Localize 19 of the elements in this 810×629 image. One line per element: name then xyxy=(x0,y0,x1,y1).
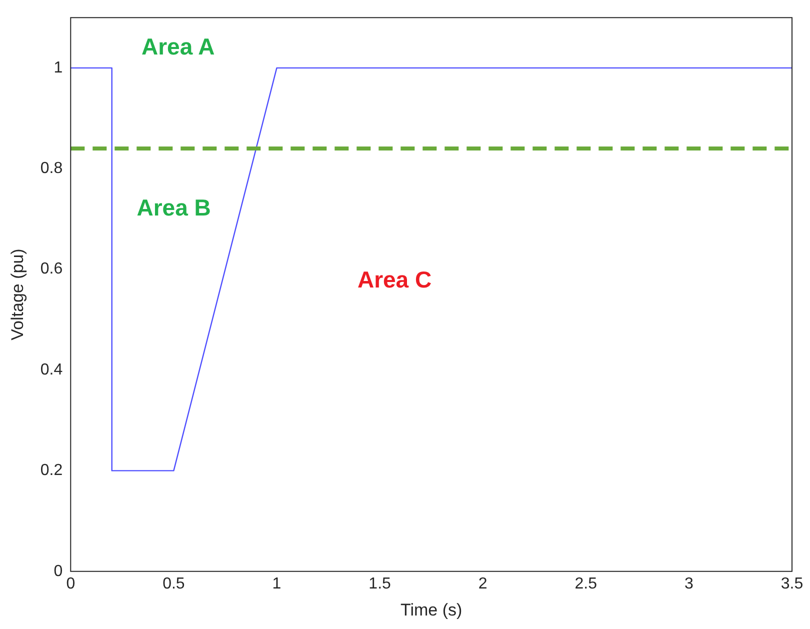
annotation: Area A xyxy=(141,33,215,60)
x-tick-label: 3.5 xyxy=(780,575,804,592)
y-tick-label: 0.6 xyxy=(40,260,63,278)
annotation: Area C xyxy=(357,266,432,293)
x-tick-label: 1 xyxy=(272,575,282,592)
y-tick-label: 0.8 xyxy=(40,160,63,178)
y-tick-label: 0.2 xyxy=(40,462,63,480)
x-tick-label: 1.5 xyxy=(368,575,392,592)
x-tick-label: 2 xyxy=(478,575,488,592)
y-axis-title: Voltage (pu) xyxy=(8,248,27,340)
y-tick-label: 0.4 xyxy=(40,361,63,378)
annotation: Area B xyxy=(136,194,211,221)
x-tick-label: 0 xyxy=(66,575,76,592)
x-tick-label: 0.5 xyxy=(162,575,185,592)
y-tick-label: 0 xyxy=(54,562,63,580)
x-tick-label: 3 xyxy=(684,575,694,592)
x-tick-label: 2.5 xyxy=(574,575,598,592)
x-axis-title: Time (s) xyxy=(400,600,462,620)
y-tick-label: 1 xyxy=(54,59,63,76)
